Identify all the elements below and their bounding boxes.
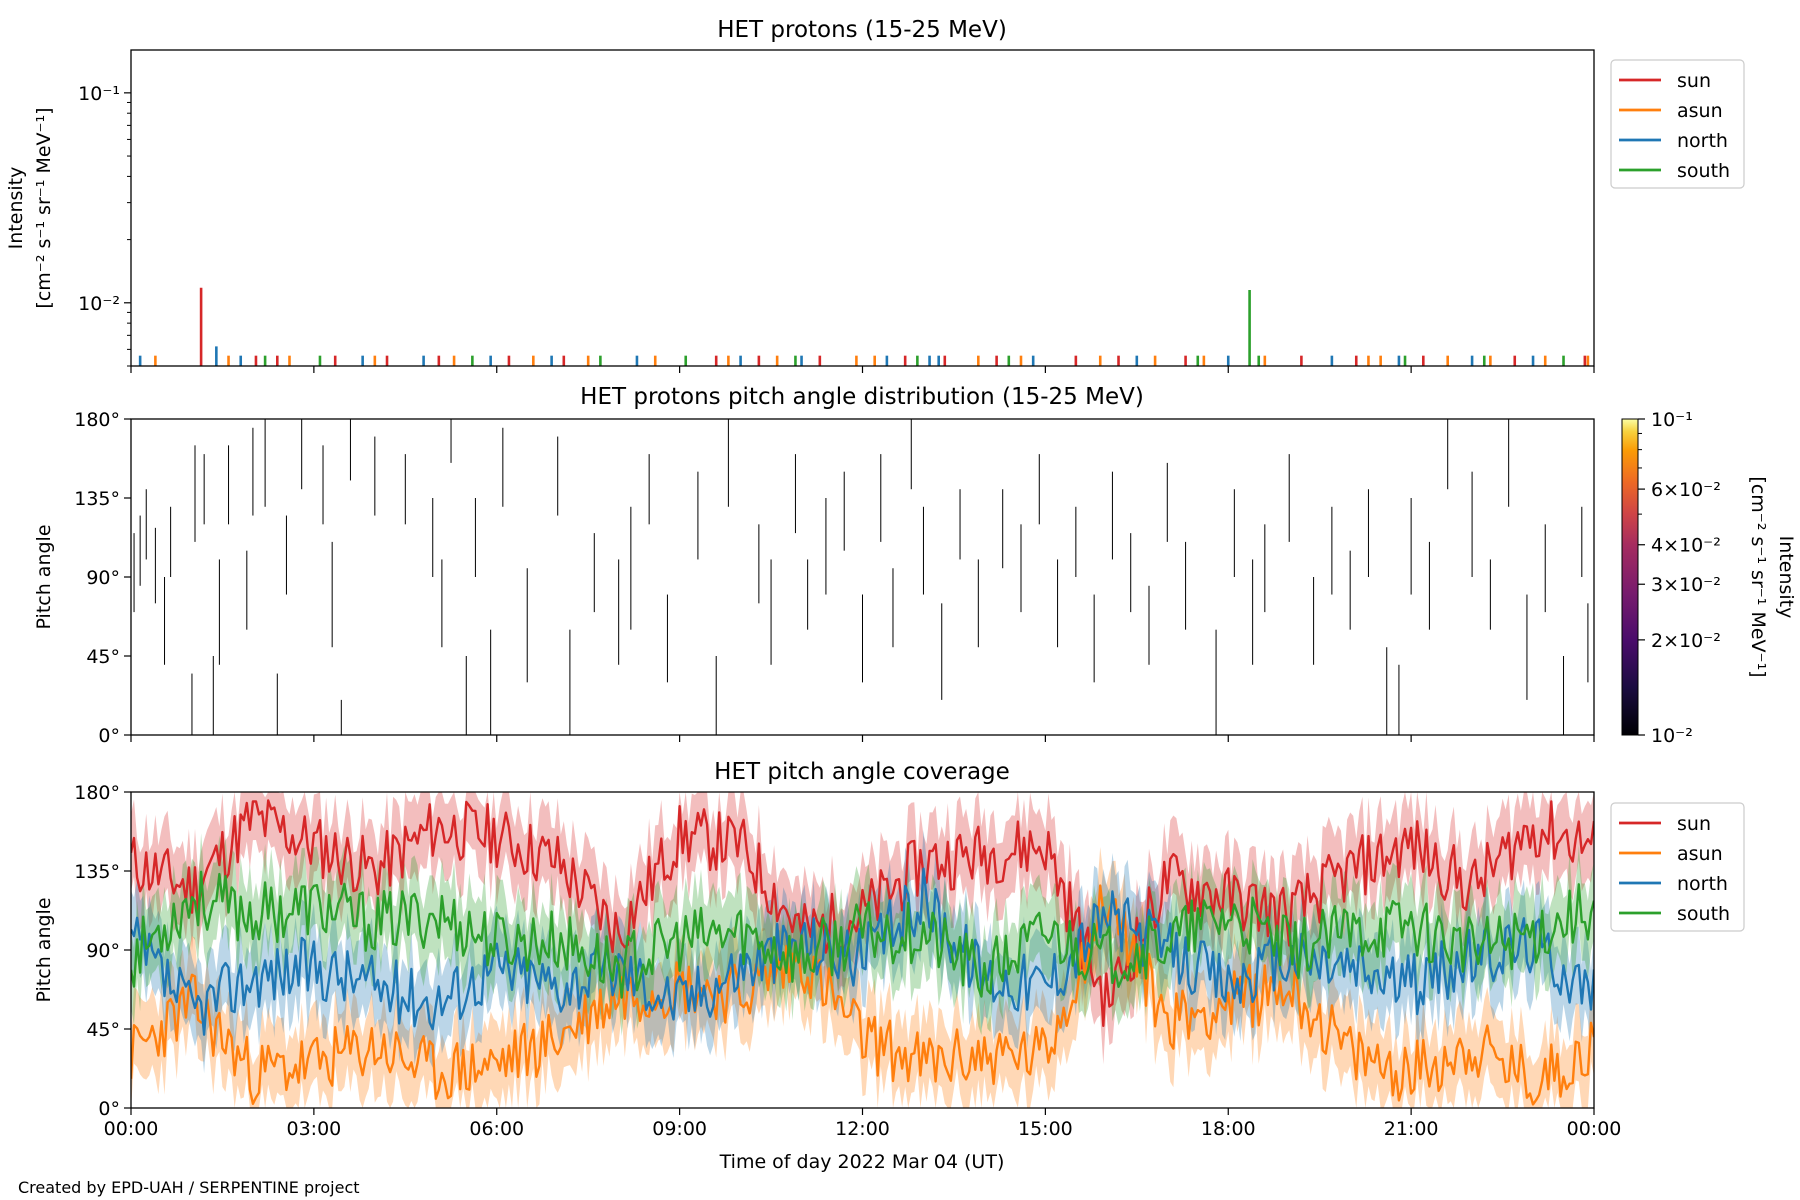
y-tick-label: 45° <box>86 1019 120 1041</box>
x-tick-label: 21:00 <box>1384 1118 1439 1140</box>
x-tick-label: 12:00 <box>835 1118 890 1140</box>
y-tick-label: 10⁻² <box>78 293 120 315</box>
panel3-legend: sun asun north south <box>1610 802 1745 932</box>
coverage-line-south <box>131 870 1594 999</box>
colorbar-label-line2: [cm⁻² s⁻¹ sr⁻¹ MeV⁻¹] <box>1747 476 1769 677</box>
legend-label-asun: asun <box>1677 100 1723 122</box>
x-tick-label: 06:00 <box>469 1118 524 1140</box>
panel1-title: HET protons (15-25 MeV) <box>717 17 1007 43</box>
x-tick-label: 15:00 <box>1018 1118 1073 1140</box>
y-tick-label: 135° <box>74 488 120 510</box>
panel2-ylabel: Pitch angle <box>33 524 55 629</box>
x-axis-label: Time of day 2022 Mar 04 (UT) <box>719 1151 1005 1173</box>
colorbar-tick-label: 10⁻² <box>1651 725 1693 747</box>
coverage-line-north <box>131 867 1594 1036</box>
legend-label-north: north <box>1677 130 1728 152</box>
legend-label-asun: asun <box>1677 843 1723 865</box>
colorbar-tick-label: 10⁻¹ <box>1651 409 1693 431</box>
colorbar-tick-label: 6×10⁻² <box>1651 479 1721 501</box>
y-tick-label: 45° <box>86 646 120 668</box>
x-tick-label: 18:00 <box>1201 1118 1256 1140</box>
legend-label-south: south <box>1677 160 1730 182</box>
colorbar-tick-label: 3×10⁻² <box>1651 574 1721 596</box>
legend-label-south: south <box>1677 903 1730 925</box>
credit-text: Created by EPD-UAH / SERPENTINE project <box>18 1178 360 1197</box>
legend-box <box>1610 59 1745 189</box>
panel-pad: HET protons pitch angle distribution (15… <box>33 384 1797 747</box>
panel1-ylabel-line2: [cm⁻² s⁻¹ sr⁻¹ MeV⁻¹] <box>33 107 55 308</box>
x-tick-label: 03:00 <box>286 1118 341 1140</box>
y-tick-label: 10⁻¹ <box>78 83 120 105</box>
panel3-ylabel: Pitch angle <box>33 897 55 1002</box>
panel1-legend: sun asun north south <box>1610 59 1745 189</box>
y-tick-label: 180° <box>74 782 120 804</box>
coverage-band-north <box>131 830 1594 1074</box>
coverage-line-sun <box>131 799 1594 1027</box>
legend-label-sun: sun <box>1677 70 1711 92</box>
y-tick-label: 180° <box>74 409 120 431</box>
panel3-title: HET pitch angle coverage <box>714 759 1010 785</box>
colorbar-label-line1: Intensity <box>1775 536 1797 619</box>
colorbar-tick-label: 4×10⁻² <box>1651 535 1721 557</box>
panel1-frame <box>130 49 1595 367</box>
y-tick-label: 0° <box>98 725 120 747</box>
colorbar <box>1621 418 1639 736</box>
y-tick-label: 90° <box>86 940 120 962</box>
y-tick-label: 135° <box>74 861 120 883</box>
x-tick-label: 00:00 <box>1567 1118 1622 1140</box>
panel-intensity: HET protons (15-25 MeV) 10⁻¹ 10⁻² Intensi… <box>5 17 1745 373</box>
legend-label-sun: sun <box>1677 813 1711 835</box>
coverage-line-asun <box>131 884 1594 1106</box>
legend-box <box>1610 802 1745 932</box>
x-tick-label: 09:00 <box>652 1118 707 1140</box>
panel2-title: HET protons pitch angle distribution (15… <box>580 384 1144 410</box>
legend-label-north: north <box>1677 873 1728 895</box>
colorbar-tick-label: 2×10⁻² <box>1651 630 1721 652</box>
x-tick-label: 00:00 <box>104 1118 159 1140</box>
y-tick-label: 0° <box>98 1098 120 1120</box>
y-tick-label: 90° <box>86 567 120 589</box>
coverage-band-asun <box>131 847 1594 1108</box>
panel1-ylabel-line1: Intensity <box>5 167 27 250</box>
panel-coverage: HET pitch angle coverage 0° 45° 90° 135° 180… <box>33 759 1745 1140</box>
